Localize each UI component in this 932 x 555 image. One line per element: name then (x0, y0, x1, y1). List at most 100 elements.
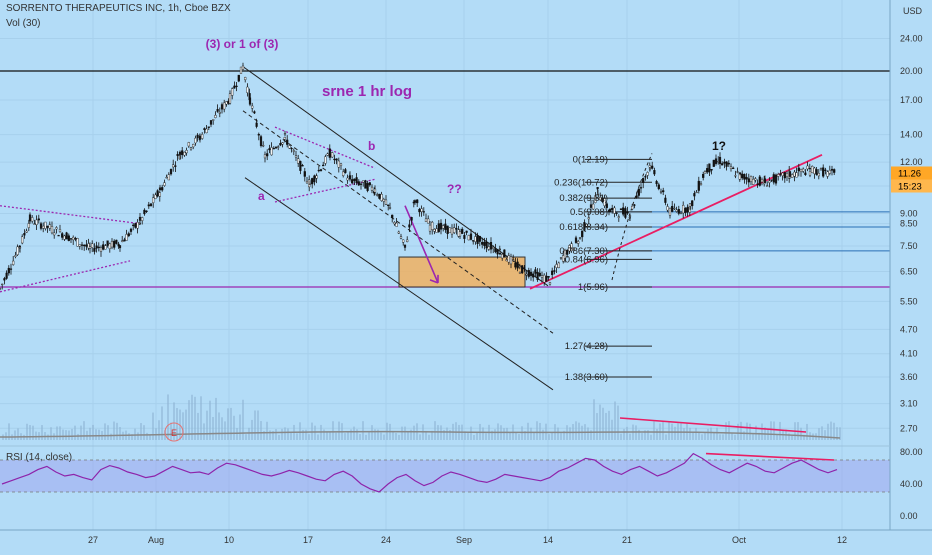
axis-currency: USD (903, 6, 923, 16)
candle-body (523, 267, 526, 270)
volume-bar (542, 429, 544, 440)
candle-body (545, 275, 548, 282)
candle-body (666, 206, 669, 211)
candle-body (382, 199, 385, 202)
volume-bar (50, 427, 52, 440)
candle-body (476, 235, 479, 244)
candle-body (675, 209, 678, 212)
volume-bar (299, 422, 301, 440)
volume-bar (614, 401, 616, 440)
countdown-label: 15:23 (898, 181, 922, 192)
candle-body (319, 169, 323, 171)
volume-bar (527, 422, 529, 440)
support-box (398, 256, 526, 288)
candle-body (725, 161, 728, 167)
candle-body (608, 209, 612, 213)
volume-bar (26, 423, 28, 440)
candle-body (699, 183, 703, 186)
y-tick-label: 8.50 (900, 219, 918, 229)
volume-bar (203, 423, 205, 440)
volume-bar (137, 432, 139, 440)
rsi-tick-label: 0.00 (900, 511, 918, 521)
candle-body (655, 181, 658, 185)
volume-bar (170, 422, 172, 440)
volume-bar (701, 434, 703, 440)
volume-bar (473, 434, 475, 440)
volume-bar (194, 396, 196, 440)
candle-body (209, 120, 213, 125)
volume-bar (800, 427, 802, 440)
volume-bar (803, 434, 805, 440)
volume-bar (575, 421, 577, 440)
candle-body (617, 216, 620, 218)
candle-body (313, 175, 316, 183)
volume-bar (827, 423, 829, 440)
candle-body (802, 168, 805, 172)
volume-bar (443, 430, 445, 440)
earnings-marker-label: E (171, 428, 177, 438)
channel-lower-line (244, 177, 554, 391)
volume-bar (608, 410, 610, 440)
fib-label: 1(5.96) (578, 282, 608, 293)
candle-body (428, 224, 432, 232)
x-tick-label: 10 (224, 535, 234, 545)
fib-label: 0(12.19) (573, 154, 608, 165)
volume-bar (272, 431, 274, 440)
candle-body (117, 243, 120, 247)
candle-body (570, 243, 573, 251)
candle-body (359, 183, 363, 185)
candle-body (433, 229, 436, 232)
candle-body (431, 221, 434, 230)
candle-body (393, 222, 396, 225)
volume-bar (227, 408, 229, 440)
candle-body (483, 241, 486, 246)
candle-body (489, 242, 493, 250)
candle-body (738, 172, 742, 174)
candle-body (815, 169, 818, 175)
candle-body (362, 180, 365, 183)
volume-bar (368, 431, 370, 440)
candle-body (507, 255, 510, 263)
volume-bar (29, 425, 31, 440)
volume-bar (374, 429, 376, 440)
volume-bar (731, 432, 733, 440)
volume-bar (557, 427, 559, 440)
candle-body (23, 233, 26, 236)
candle-body (16, 246, 19, 255)
volume-bar (62, 429, 64, 440)
volume-bar (662, 421, 664, 440)
candle-body (290, 147, 293, 150)
volume-bar (515, 432, 517, 440)
candle-body (80, 244, 84, 246)
volume-bar (623, 428, 625, 440)
volume-bar (629, 433, 631, 440)
candle-body (233, 85, 236, 89)
volume-bar (695, 427, 697, 440)
candle-body (231, 88, 234, 96)
volume-bar (278, 434, 280, 440)
candle-body (817, 173, 820, 177)
candle-body (149, 203, 153, 207)
candle-body (599, 197, 602, 201)
candle-body (741, 173, 744, 179)
candle-body (501, 254, 504, 259)
candle-body (1, 283, 4, 286)
volume-bar (569, 427, 571, 440)
candle-body (331, 152, 334, 158)
volume-bar (80, 425, 82, 440)
candle-body (529, 271, 533, 276)
volume-bar (818, 428, 820, 440)
candle-body (770, 179, 773, 181)
volume-bar (743, 431, 745, 440)
wave-annotation: (3) or 1 of (3) (206, 37, 279, 51)
candle-body (420, 208, 423, 212)
candle-body (3, 278, 6, 281)
candle-body (55, 227, 58, 230)
candle-body (706, 168, 709, 173)
candle-body (27, 223, 30, 228)
candle-body (370, 186, 374, 191)
volume-bar (173, 402, 175, 440)
candle-body (99, 247, 103, 252)
